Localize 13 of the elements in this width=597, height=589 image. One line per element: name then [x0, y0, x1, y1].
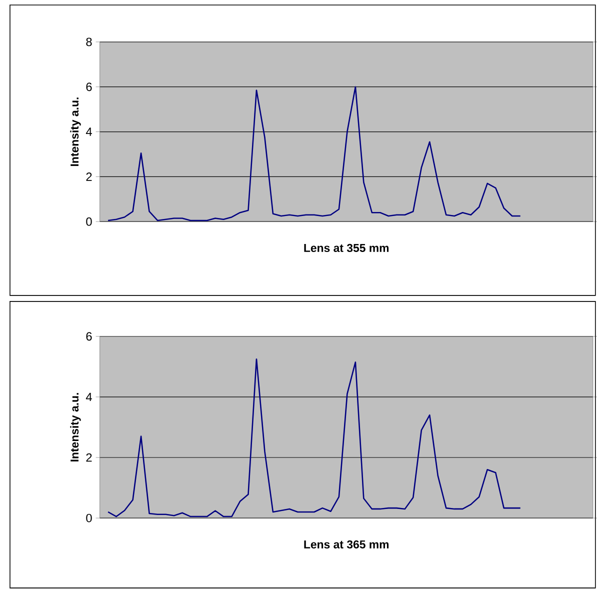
y-axis-title: Intensity a.u.: [70, 393, 81, 462]
y-tick-label: 2: [86, 453, 92, 462]
y-tick-label: 6: [86, 82, 92, 92]
y-tick-label: 4: [86, 128, 92, 136]
y-tick-label: 4: [86, 392, 92, 402]
y-tick-label: 6: [86, 332, 92, 341]
x-axis-title: Lens at 355 mm: [304, 244, 389, 252]
y-tick-label: 0: [86, 217, 92, 226]
y-tick-label: 2: [86, 172, 92, 181]
y-axis-title: Intensity a.u.: [70, 98, 81, 166]
x-axis-title: Lens at 365 mm: [304, 540, 389, 549]
y-tick-label: 0: [86, 514, 92, 522]
y-tick-label: 8: [86, 38, 92, 46]
